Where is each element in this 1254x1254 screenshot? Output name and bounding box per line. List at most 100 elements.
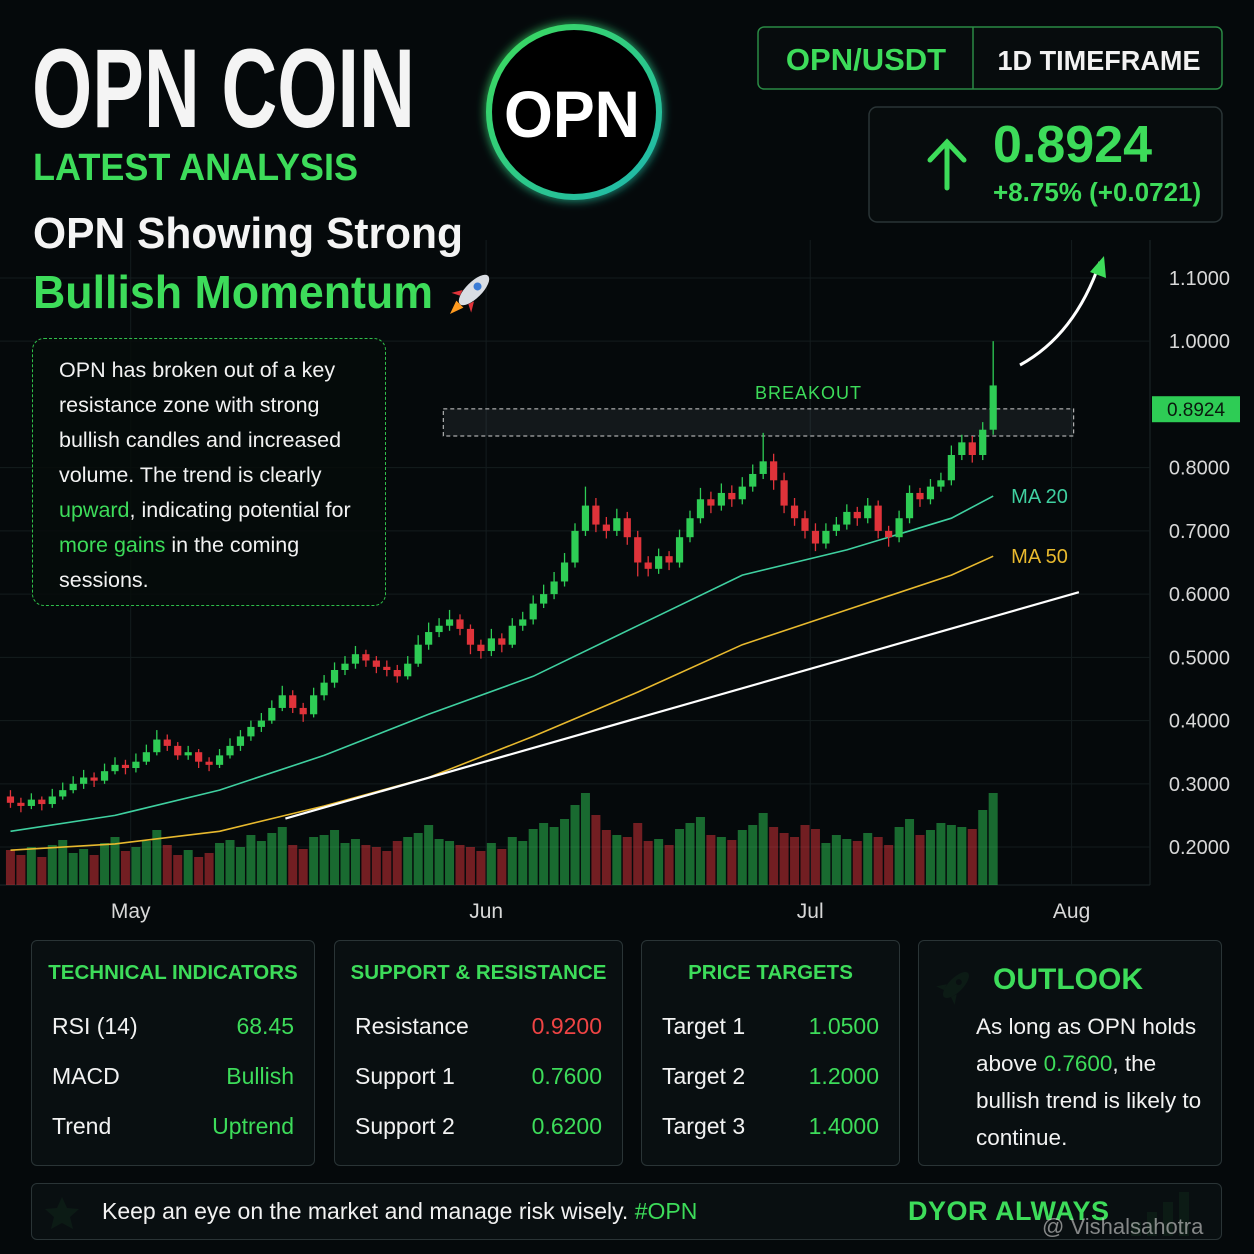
volume-bar bbox=[591, 815, 601, 885]
candle-body bbox=[163, 739, 171, 746]
volume-bar bbox=[967, 829, 977, 885]
series-label: MA 20 bbox=[1011, 486, 1068, 508]
volume-bar bbox=[664, 845, 674, 885]
candle-body bbox=[48, 796, 56, 805]
candle-body bbox=[832, 524, 840, 531]
candle-body bbox=[707, 499, 715, 506]
candle-body bbox=[675, 537, 684, 563]
volume-bar bbox=[831, 835, 841, 885]
watermark: @ Vishalsahotra bbox=[1042, 1214, 1204, 1239]
volume-bar bbox=[800, 825, 810, 885]
volume-bar bbox=[560, 819, 570, 885]
candle-body bbox=[445, 619, 454, 626]
candle-body bbox=[770, 461, 778, 481]
volume-bar bbox=[340, 843, 350, 885]
text-segment: , the bullish trend is likely to continu… bbox=[976, 1051, 1202, 1150]
zone-label: BREAKOUT bbox=[755, 383, 862, 403]
candle-body bbox=[780, 480, 788, 506]
candle-body bbox=[351, 654, 360, 664]
x-tick-label: Jul bbox=[797, 900, 824, 923]
candle-body bbox=[885, 530, 893, 538]
volume-bar bbox=[120, 851, 130, 885]
volume-bar bbox=[570, 805, 580, 885]
candle-body bbox=[937, 480, 945, 487]
x-tick-label: May bbox=[111, 900, 151, 923]
text-segment: #OPN bbox=[634, 1198, 698, 1224]
price-box bbox=[868, 106, 1223, 223]
volume-bar bbox=[68, 853, 78, 885]
text-segment: , indicating potential for bbox=[129, 498, 351, 522]
candle-body bbox=[822, 530, 830, 544]
x-tick-label: Jun bbox=[469, 900, 503, 923]
candle-body bbox=[968, 442, 976, 455]
candle-body bbox=[905, 492, 914, 519]
volume-bar bbox=[601, 830, 611, 885]
candle-body bbox=[696, 499, 705, 519]
ma-line bbox=[10, 555, 994, 851]
candle-body bbox=[487, 638, 495, 652]
candle-body bbox=[550, 581, 558, 595]
price: 0.8924 bbox=[993, 116, 1152, 174]
panel: PRICE TARGETS Target 1 1.0500 Target 2 1.200… bbox=[641, 940, 900, 1166]
candle-body bbox=[6, 796, 15, 803]
row-value: 1.2000 bbox=[808, 1063, 879, 1089]
trend-arrow-head bbox=[1090, 256, 1106, 278]
candle-body bbox=[414, 644, 422, 664]
candle-body bbox=[278, 695, 286, 708]
candle-body bbox=[843, 511, 851, 525]
volume-bar bbox=[215, 843, 225, 885]
panel-title: PRICE TARGETS bbox=[688, 961, 853, 984]
volume-bar bbox=[256, 841, 266, 885]
row-label: Resistance bbox=[355, 1013, 469, 1039]
candle-body bbox=[602, 524, 610, 531]
candle-body bbox=[362, 654, 370, 661]
y-tick-label: 1.1000 bbox=[1169, 268, 1230, 290]
candle-body bbox=[38, 799, 46, 805]
ma-line bbox=[10, 495, 994, 833]
volume-bar bbox=[361, 845, 371, 885]
y-tick-label: 0.5000 bbox=[1169, 647, 1230, 669]
volume-bar bbox=[654, 839, 664, 885]
text-segment: OPN has broken out of a key resistance z… bbox=[59, 358, 342, 487]
panel: SUPPORT & RESISTANCE Resistance 0.9200 Supp… bbox=[334, 940, 623, 1166]
y-tick-label: 0.2000 bbox=[1169, 837, 1230, 859]
timeframe: 1D TIMEFRAME bbox=[998, 45, 1201, 76]
y-tick-label: 1.0000 bbox=[1169, 331, 1230, 353]
volume-bar bbox=[89, 855, 99, 885]
candle-body bbox=[519, 619, 527, 626]
y-tick-label: 0.4000 bbox=[1169, 711, 1230, 733]
price-change: +8.75% (+0.0721) bbox=[993, 177, 1201, 207]
rocket-icon bbox=[449, 274, 490, 315]
volume-bar bbox=[685, 823, 695, 885]
candle-body bbox=[498, 638, 506, 645]
volume-bar bbox=[779, 833, 789, 885]
volume-bar bbox=[842, 839, 852, 885]
row-label: Support 1 bbox=[355, 1063, 455, 1089]
row-value: 0.7600 bbox=[531, 1063, 602, 1089]
volume-bar bbox=[873, 837, 883, 885]
candle-body bbox=[257, 720, 265, 727]
outlook-text: As long as OPN holds above 0.7600, the b… bbox=[976, 1008, 1212, 1156]
text-segment: more gains bbox=[59, 533, 166, 557]
headline: OPN Showing Strong bbox=[33, 209, 463, 258]
candle-body bbox=[801, 518, 809, 531]
volume-bar bbox=[758, 813, 768, 885]
logo: OPN bbox=[486, 24, 662, 200]
volume-bar bbox=[152, 830, 162, 885]
candle-body bbox=[330, 670, 339, 683]
price-tag-label: 0.8924 bbox=[1167, 400, 1226, 421]
candle-body bbox=[320, 682, 328, 696]
volume-bar bbox=[748, 825, 758, 885]
volume-bar bbox=[622, 837, 632, 885]
series-label: MA 50 bbox=[1011, 546, 1068, 568]
candle-body bbox=[916, 492, 924, 500]
volume-bar bbox=[852, 841, 862, 885]
volume-bar bbox=[706, 835, 716, 885]
candle-body bbox=[226, 745, 234, 756]
volume-bar bbox=[100, 843, 110, 885]
candle-body bbox=[142, 752, 150, 762]
volume-bar bbox=[518, 841, 528, 885]
candle-body bbox=[215, 755, 224, 765]
candle-body bbox=[958, 442, 966, 455]
